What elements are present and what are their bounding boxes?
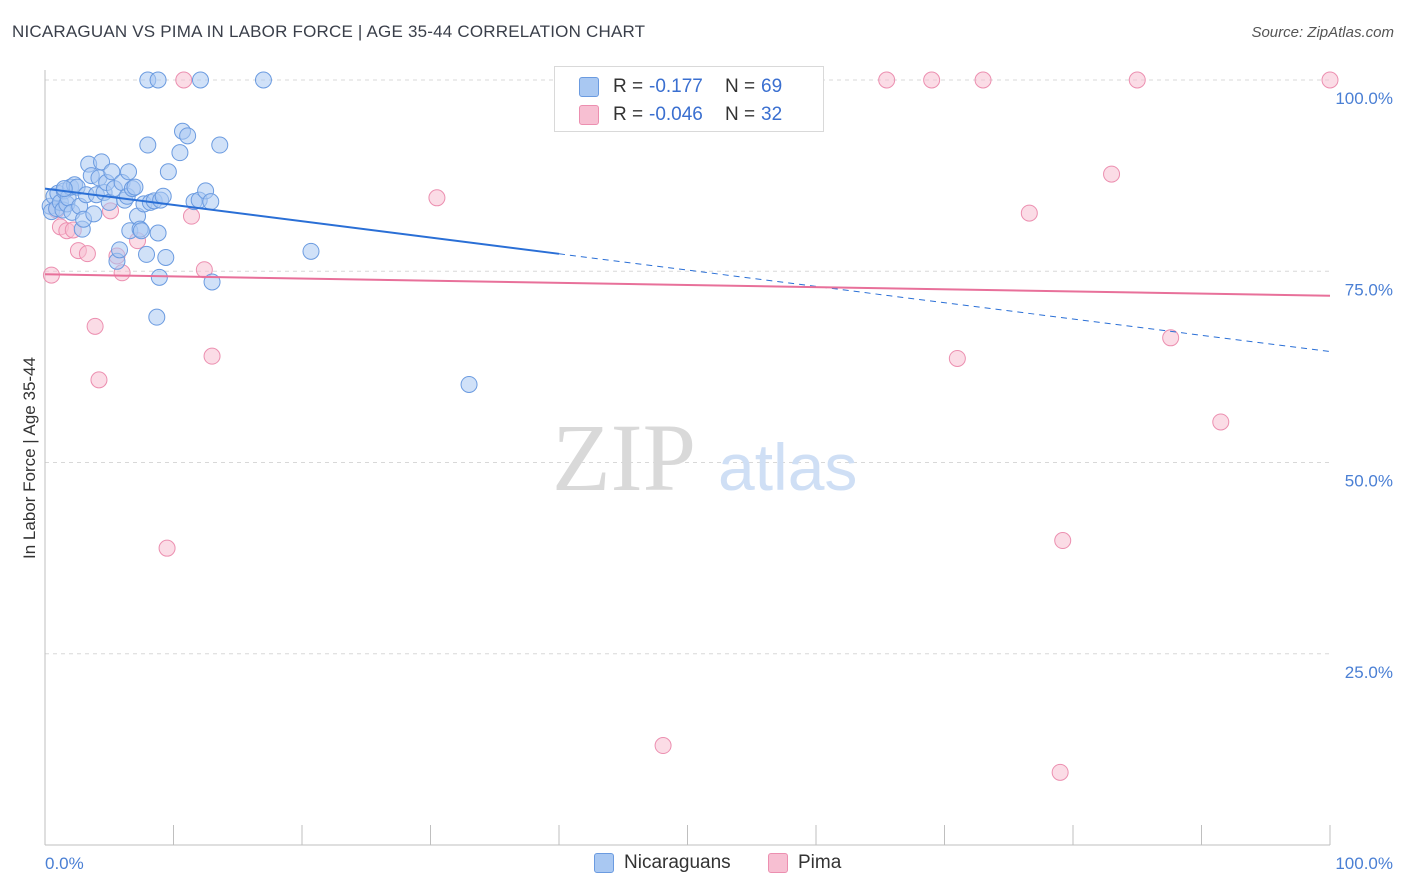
- nicaraguan-point: [202, 193, 220, 211]
- pima-point: [428, 189, 446, 207]
- nicaraguan-point: [103, 163, 121, 181]
- legend-n-value: 32: [761, 104, 783, 125]
- nicaraguan-point: [126, 178, 144, 196]
- nicaraguan-point: [154, 187, 172, 205]
- nicaraguan-point: [111, 241, 129, 259]
- nicaraguan-point: [138, 245, 156, 263]
- trend-layer: [44, 187, 1331, 353]
- legend-r-value: -0.177: [649, 76, 703, 97]
- legend-swatch-pima: [768, 853, 788, 873]
- nicaraguan-point: [132, 222, 150, 240]
- nicaraguan-points: [41, 71, 478, 393]
- nicaraguan-point: [55, 180, 73, 198]
- nicaraguan-point: [157, 248, 175, 266]
- legend-n-label: N =: [725, 76, 756, 97]
- legend-r-label: R =: [613, 104, 644, 125]
- nicaraguan-point: [149, 224, 167, 242]
- pima-point: [923, 71, 941, 89]
- axis-layer: 25.0% 50.0% 75.0% 100.0% 0.0% 100.0%: [44, 70, 1393, 873]
- y-tick-label: 100.0%: [1335, 89, 1393, 108]
- pima-point: [203, 347, 221, 365]
- pima-point: [1162, 329, 1180, 347]
- legend-row-nicaraguans: R = -0.177 N = 69: [555, 73, 782, 101]
- nicaraguan-point: [179, 127, 197, 145]
- legend-n-value: 69: [761, 76, 783, 97]
- pima-point: [1051, 763, 1069, 781]
- watermark-atlas: atlas: [718, 430, 857, 504]
- pima-point: [654, 737, 672, 755]
- legend-item-nicaraguans[interactable]: Nicaraguans: [594, 852, 731, 874]
- watermark: ZIP atlas: [552, 404, 857, 511]
- nicaraguan-point: [139, 136, 157, 154]
- pima-trend-line: [44, 273, 1331, 297]
- pima-point: [158, 539, 176, 557]
- legend-row-pima: R = -0.046 N = 32: [555, 101, 782, 129]
- legend-swatch-nicaraguans: [594, 853, 614, 873]
- nicaraguan-trend-extension: [558, 253, 1331, 353]
- y-tick-label: 50.0%: [1345, 472, 1393, 491]
- nicaraguan-point: [191, 71, 209, 89]
- nicaraguan-trend-line: [44, 187, 560, 255]
- y-tick-label: 75.0%: [1345, 280, 1393, 299]
- nicaraguan-point: [171, 144, 189, 162]
- pima-point: [90, 371, 108, 389]
- y-axis-label: In Labor Force | Age 35-44: [20, 357, 39, 559]
- nicaraguan-point: [302, 242, 320, 260]
- nicaraguan-point: [150, 268, 168, 286]
- grid-layer: [45, 79, 1330, 655]
- pima-point: [1054, 532, 1072, 550]
- nicaraguan-point: [120, 163, 138, 181]
- nicaraguan-point: [159, 163, 177, 181]
- nicaraguan-point: [148, 308, 166, 326]
- watermark-zip: ZIP: [552, 404, 696, 511]
- series-legend: Nicaraguans Pima: [0, 852, 1406, 878]
- pima-point: [1020, 204, 1038, 222]
- chart-title: NICARAGUAN VS PIMA IN LABOR FORCE | AGE …: [12, 22, 646, 41]
- legend-swatch-pink: [579, 105, 599, 125]
- pima-point: [948, 349, 966, 367]
- legend-r-value: -0.046: [649, 104, 703, 125]
- pima-point: [175, 71, 193, 89]
- nicaraguan-point: [149, 71, 167, 89]
- legend-r-label: R =: [613, 76, 644, 97]
- y-tick-label: 25.0%: [1345, 663, 1393, 682]
- nicaraguan-point: [85, 205, 103, 223]
- pima-point: [1128, 71, 1146, 89]
- pima-point: [1103, 165, 1121, 183]
- legend-n-label: N =: [725, 104, 756, 125]
- legend-label-pima: Pima: [798, 852, 842, 873]
- nicaraguan-point: [211, 136, 229, 154]
- nicaraguan-point: [254, 71, 272, 89]
- pima-point: [1212, 413, 1230, 431]
- pima-point: [974, 71, 992, 89]
- nicaraguan-point: [93, 153, 111, 171]
- stats-legend: R = -0.177 N = 69 R = -0.046 N = 32: [554, 66, 824, 132]
- pima-point: [1321, 71, 1339, 89]
- pima-point: [86, 317, 104, 335]
- pima-point: [78, 245, 96, 263]
- source-attribution: Source: ZipAtlas.com: [1251, 24, 1394, 41]
- legend-item-pima[interactable]: Pima: [768, 852, 841, 874]
- pima-point: [878, 71, 896, 89]
- x-tick-label-min: 0.0%: [45, 854, 84, 873]
- pima-point: [182, 207, 200, 225]
- legend-label-nicaraguans: Nicaraguans: [624, 852, 731, 873]
- nicaraguan-point: [460, 375, 478, 393]
- x-tick-label-max: 100.0%: [1335, 854, 1393, 873]
- legend-swatch-blue: [579, 77, 599, 97]
